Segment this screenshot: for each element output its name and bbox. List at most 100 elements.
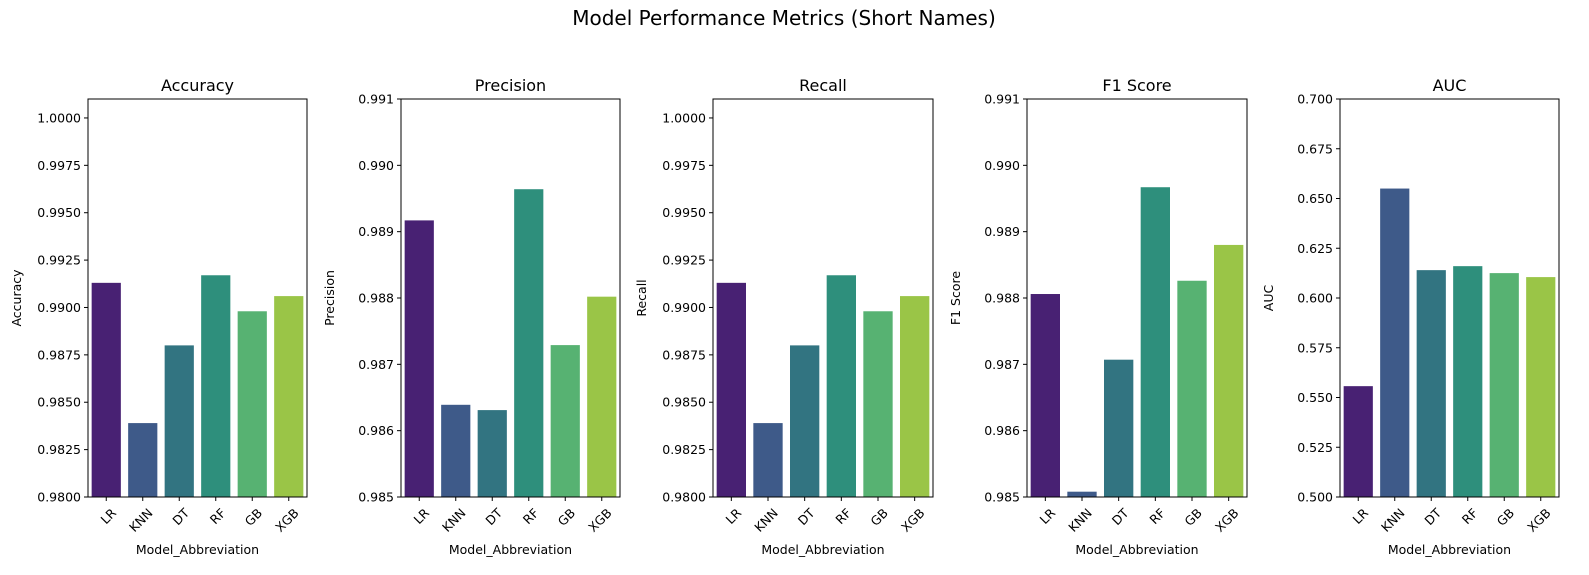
bar-gb	[863, 311, 893, 497]
x-tick-label: KNN	[751, 505, 781, 535]
y-axis-label: Recall	[634, 279, 649, 316]
y-tick-label: 0.500	[1297, 490, 1333, 505]
y-tick-label: 0.991	[984, 92, 1020, 107]
x-tick-label: XGB	[585, 505, 615, 535]
x-tick-label: XGB	[272, 505, 302, 535]
y-tick-label: 0.990	[984, 158, 1020, 173]
panel-title: F1 Score	[1102, 76, 1171, 95]
bar-knn	[1067, 491, 1097, 497]
bar-lr	[1030, 294, 1060, 497]
bar-xgb	[587, 296, 617, 497]
bar-knn	[441, 404, 471, 497]
x-tick-label: DT	[795, 505, 818, 528]
y-tick-label: 0.987	[358, 357, 394, 372]
bar-dt	[477, 410, 507, 497]
bar-knn	[1380, 188, 1410, 498]
bar-rf	[514, 189, 544, 497]
axes-frame	[87, 98, 308, 498]
x-tick-label: DT	[169, 505, 192, 528]
axes-frame	[712, 98, 934, 498]
y-tick-label: 0.987	[984, 357, 1020, 372]
x-tick-label: XGB	[898, 505, 928, 535]
y-tick-label: 0.9850	[662, 395, 706, 410]
x-axis-label: Model_Abbreviation	[1075, 542, 1198, 557]
x-tick-label: LR	[1349, 505, 1371, 527]
panel-title: AUC	[1433, 76, 1467, 95]
bar-knn	[128, 423, 158, 497]
y-tick-label: 0.9925	[37, 253, 81, 268]
y-tick-label: 1.0000	[662, 110, 706, 125]
bar-xgb	[1214, 244, 1244, 497]
x-tick-label: GB	[867, 505, 891, 529]
y-axis-label: Precision	[322, 270, 337, 326]
y-tick-label: 0.650	[1297, 191, 1333, 206]
bar-gb	[1177, 280, 1207, 497]
y-axis-label: F1 Score	[948, 271, 963, 325]
y-tick-label: 0.991	[358, 92, 394, 107]
y-tick-label: 0.989	[358, 224, 394, 239]
chart-panel-5: 0.500 0.525 0.550 0.575 0.600 0.625 0.650 0.675…	[1261, 76, 1560, 557]
y-tick-label: 0.9875	[37, 347, 81, 362]
bar-rf	[201, 275, 231, 497]
y-axis-label: Accuracy	[9, 269, 24, 327]
x-tick-label: KNN	[126, 505, 156, 535]
x-axis-label: Model_Abbreviation	[761, 542, 884, 557]
bar-lr	[1343, 386, 1373, 497]
panel-title: Recall	[799, 76, 847, 95]
x-tick-label: LR	[1037, 505, 1059, 527]
chart-panel-3: 0.9800 0.9825 0.9850 0.9875 0.9900 0.9925 0.99…	[634, 76, 934, 557]
x-tick-label: KNN	[1378, 505, 1408, 535]
y-tick-label: 0.9950	[662, 205, 706, 220]
figure-title: Model Performance Metrics (Short Names)	[572, 6, 996, 30]
bar-gb	[1489, 273, 1519, 497]
x-tick-label: DT	[1109, 505, 1132, 528]
x-tick-label: XGB	[1524, 505, 1554, 535]
bar-lr	[716, 282, 746, 497]
x-tick-label: RF	[832, 505, 854, 527]
chart-panel-2: 0.985 0.986 0.987 0.988 0.989 0.990 0.991 LR KNN…	[322, 76, 621, 557]
x-tick-label: GB	[555, 505, 579, 529]
y-tick-label: 0.9850	[37, 395, 81, 410]
y-tick-label: 0.575	[1297, 340, 1333, 355]
bar-lr	[404, 220, 434, 497]
x-tick-label: DT	[1421, 505, 1444, 528]
y-tick-label: 0.9800	[37, 490, 81, 505]
y-tick-label: 1.0000	[37, 110, 81, 125]
x-tick-label: LR	[410, 505, 432, 527]
x-tick-label: KNN	[1065, 505, 1095, 535]
x-tick-label: RF	[1459, 505, 1481, 527]
y-tick-label: 0.988	[358, 291, 394, 306]
x-tick-label: RF	[207, 505, 229, 527]
y-tick-label: 0.985	[358, 490, 394, 505]
chart-panel-4: 0.985 0.986 0.987 0.988 0.989 0.990 0.991 LR KNN…	[948, 76, 1248, 557]
x-tick-label: GB	[1494, 505, 1518, 529]
bar-rf	[1453, 266, 1483, 497]
y-tick-label: 0.700	[1297, 92, 1333, 107]
bar-rf	[826, 275, 856, 497]
x-tick-label: GB	[1181, 505, 1205, 529]
y-tick-label: 0.600	[1297, 291, 1333, 306]
panel-title: Accuracy	[161, 76, 234, 95]
x-tick-label: LR	[97, 505, 119, 527]
x-axis-label: Model_Abbreviation	[449, 542, 572, 557]
x-tick-label: RF	[1146, 505, 1168, 527]
y-tick-label: 0.9975	[662, 158, 706, 173]
y-tick-label: 0.986	[984, 423, 1020, 438]
x-tick-label: KNN	[439, 505, 469, 535]
y-axis-label: AUC	[1261, 285, 1276, 312]
bar-lr	[91, 282, 121, 497]
bar-xgb	[274, 296, 304, 497]
y-tick-label: 0.990	[358, 158, 394, 173]
x-tick-label: GB	[242, 505, 266, 529]
y-tick-label: 0.9950	[37, 205, 81, 220]
bar-gb	[237, 311, 267, 497]
x-tick-label: RF	[520, 505, 542, 527]
bar-rf	[1140, 187, 1170, 497]
y-tick-label: 0.988	[984, 291, 1020, 306]
y-tick-label: 0.9800	[662, 490, 706, 505]
y-tick-label: 0.989	[984, 224, 1020, 239]
x-axis-label: Model_Abbreviation	[136, 542, 259, 557]
bar-xgb	[1526, 277, 1556, 497]
y-tick-label: 0.986	[358, 423, 394, 438]
